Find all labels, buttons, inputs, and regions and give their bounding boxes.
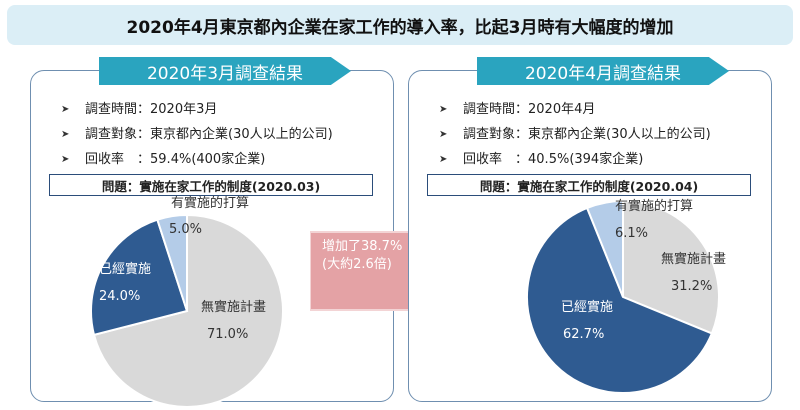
pie-chart-march [90, 213, 284, 408]
bullet-arrow-icon: ➤ [61, 129, 70, 140]
info-label: 回收率 ： [85, 152, 151, 167]
bullet-arrow-icon: ➤ [61, 104, 70, 115]
increase-amount: 增加了38.7% [322, 239, 403, 254]
info-label: 回收率 ： [463, 152, 529, 167]
info-label: 調查時間： [85, 102, 151, 117]
info-row-target: ➤ 調查對象： 東京都內企業(30人以上的公司) [439, 122, 711, 147]
survey-question-april: 問題：實施在家工作的制度(2020.04) [427, 174, 751, 196]
slice-label-none: 無實施計畫 [661, 252, 727, 267]
slice-value-none: 31.2% [671, 279, 713, 294]
slice-value-already: 24.0% [99, 289, 141, 304]
panel-banner-march: 2020年3月調查結果 [99, 57, 351, 85]
pie-slice-planning [585, 199, 624, 298]
info-label: 調查時間： [463, 102, 529, 117]
slice-label-already: 已經實施 [99, 262, 152, 277]
slice-label-none: 無實施計畫 [201, 300, 267, 315]
info-label: 調查對象： [463, 127, 529, 142]
pie-slice-none [92, 213, 284, 408]
info-label: 調查對象： [85, 127, 151, 142]
survey-panel-april: 2020年4月調查結果 ➤ 調查時間： 2020年4月 ➤ 調查對象： 東京都內… [408, 57, 772, 402]
info-row-response: ➤ 回收率 ： 59.4%(400家企業) [61, 147, 333, 172]
info-row-target: ➤ 調查對象： 東京都內企業(30人以上的公司) [61, 122, 333, 147]
slice-label-planning: 有實施的打算 [171, 196, 250, 211]
banner-label: 2020年4月調查結果 [524, 63, 682, 84]
bullet-arrow-icon: ➤ [439, 154, 448, 165]
info-row-time: ➤ 調查時間： 2020年3月 [61, 97, 333, 122]
slice-label-planning: 有實施的打算 [615, 199, 694, 214]
slice-value-already: 62.7% [563, 327, 605, 342]
info-row-response: ➤ 回收率 ： 40.5%(394家企業) [439, 147, 711, 172]
pie-slice-already [90, 218, 189, 337]
info-value: 東京都內企業(30人以上的公司) [528, 127, 711, 142]
info-value: 2020年4月 [528, 102, 596, 117]
pie-slice-none [622, 199, 720, 335]
panel-banner-april: 2020年4月調查結果 [477, 57, 729, 85]
bullet-arrow-icon: ➤ [439, 129, 448, 140]
survey-question-march: 問題：實施在家工作的制度(2020.03) [49, 174, 373, 196]
info-value: 2020年3月 [150, 102, 218, 117]
info-value: 40.5%(394家企業) [528, 152, 644, 167]
pie-slice-already [526, 206, 714, 394]
slice-value-none: 71.0% [207, 327, 249, 342]
banner-label: 2020年3月調查結果 [146, 63, 304, 84]
bullet-arrow-icon: ➤ [61, 154, 70, 165]
pie-slice-planning [156, 213, 188, 312]
pie-chart-april [526, 199, 720, 394]
page-title: 2020年4月東京都內企業在家工作的導入率，比起3月時有大幅度的增加 [7, 5, 793, 45]
info-row-time: ➤ 調查時間： 2020年4月 [439, 97, 711, 122]
info-value: 59.4%(400家企業) [150, 152, 266, 167]
survey-info-april: ➤ 調查時間： 2020年4月 ➤ 調查對象： 東京都內企業(30人以上的公司)… [439, 97, 711, 172]
bullet-arrow-icon: ➤ [439, 104, 448, 115]
slice-label-already: 已經實施 [561, 300, 614, 315]
info-value: 東京都內企業(30人以上的公司) [150, 127, 333, 142]
increase-ratio: (大約2.6倍) [322, 257, 392, 272]
survey-info-march: ➤ 調查時間： 2020年3月 ➤ 調查對象： 東京都內企業(30人以上的公司)… [61, 97, 333, 172]
slice-value-planning: 5.0% [169, 222, 203, 237]
increase-arrow-text: 增加了38.7% (大約2.6倍) [322, 238, 442, 274]
slice-value-planning: 6.1% [615, 226, 649, 241]
